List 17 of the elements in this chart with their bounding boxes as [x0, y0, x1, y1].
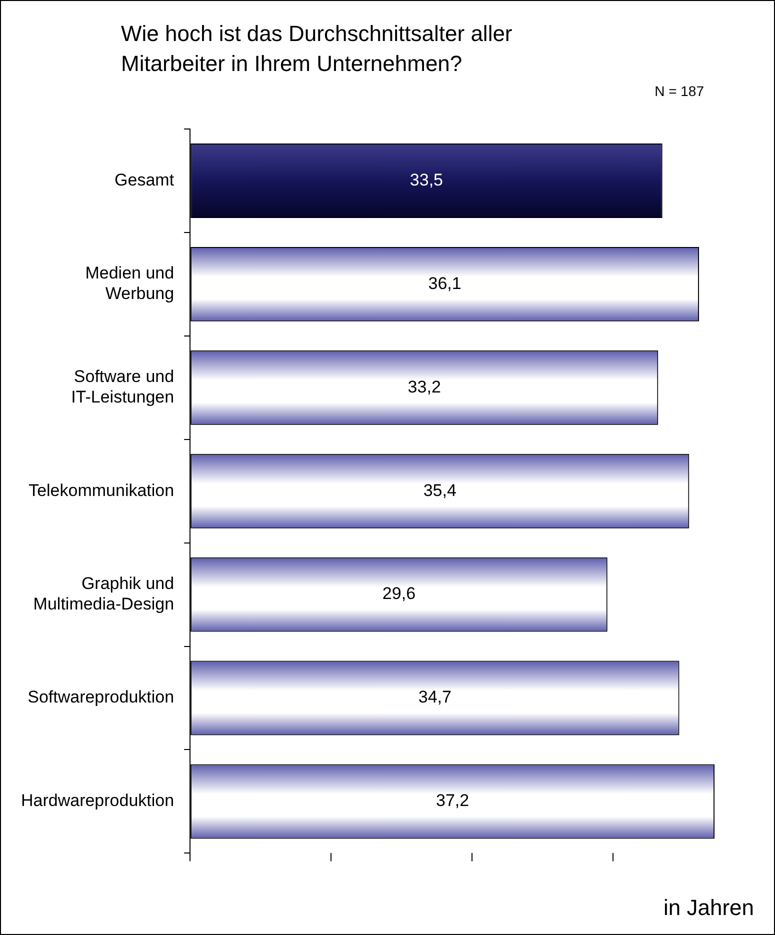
y-tick-label: Graphik und Multimedia-Design — [33, 574, 174, 614]
data-label: 37,2 — [436, 791, 470, 810]
data-label: 33,5 — [410, 170, 444, 190]
data-label: 29,6 — [382, 584, 416, 604]
y-tick-label: Telekommunikation — [28, 480, 174, 500]
text: N = 187 — [654, 83, 704, 99]
chart-title: Wie hoch ist das Durchschnittsalter aller Mitarbeiter in Ihrem Unternehmen? — [121, 20, 514, 78]
y-tick-label: Gesamt — [114, 170, 174, 190]
data-label: 33,2 — [408, 377, 441, 396]
x-axis-title: in Jahren — [663, 894, 754, 920]
data-label: 36,1 — [428, 274, 462, 293]
data-label: 35,4 — [423, 480, 456, 500]
y-tick-label: Hardwareproduktion — [20, 791, 174, 810]
y-tick-label: Softwareproduktion — [28, 688, 174, 707]
y-tick-label: Software und IT-Leistungen — [71, 367, 174, 407]
y-tick-label: Medien und Werbung — [85, 264, 174, 304]
data-label: 34,7 — [418, 688, 452, 707]
